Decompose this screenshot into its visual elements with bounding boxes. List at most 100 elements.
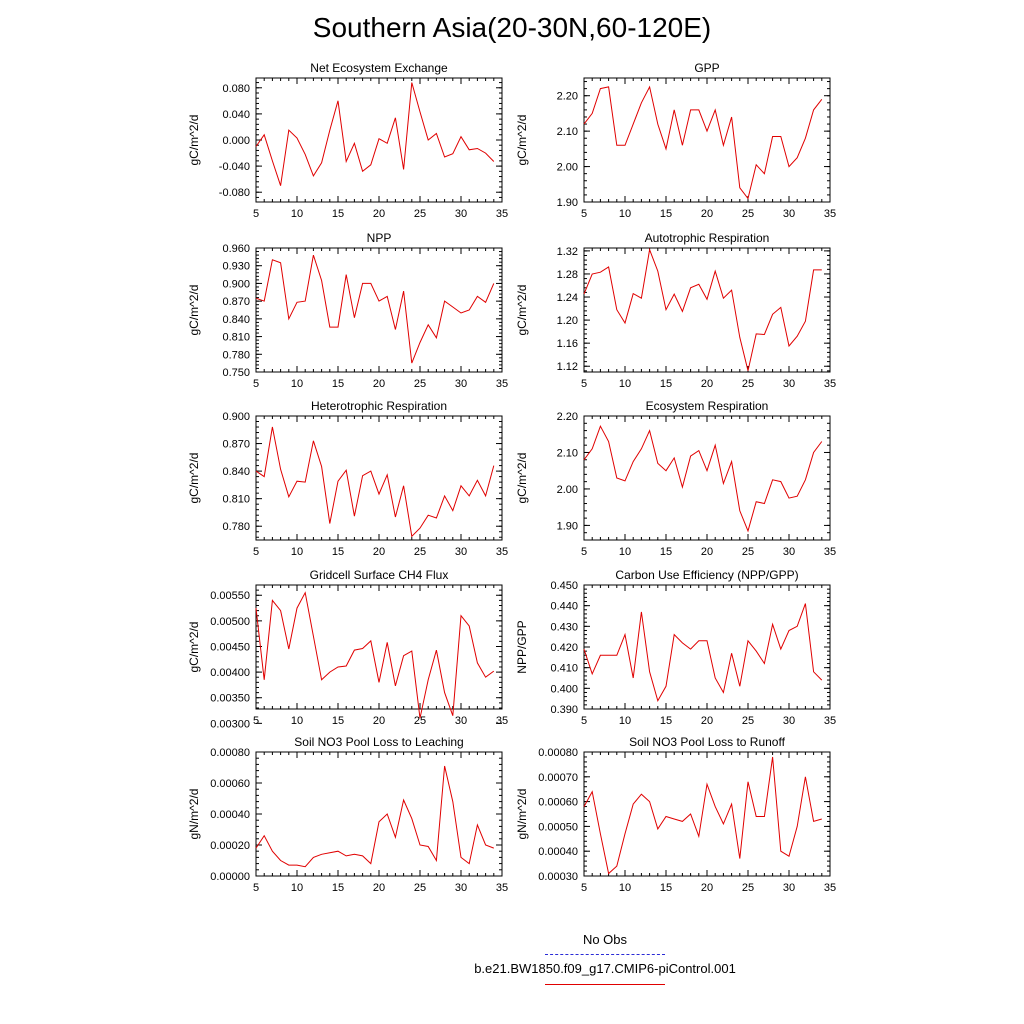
chart-panel-5: Heterotrophic Respiration 5 10 15 20 25 30 35 0.… xyxy=(187,399,508,558)
y-tick-label: 0.840 xyxy=(222,466,250,478)
y-axis-label: gC/m^2/d xyxy=(187,453,201,504)
y-tick-label: 0.420 xyxy=(550,642,578,654)
series-line xyxy=(583,424,823,533)
x-tick-label: 5 xyxy=(581,378,587,390)
x-tick-label: 10 xyxy=(291,378,303,390)
x-tick-label: 15 xyxy=(332,882,344,894)
y-tick-label: 0.00040 xyxy=(538,846,578,858)
y-tick-label: 0.00300 xyxy=(210,718,250,730)
x-tick-label: 35 xyxy=(496,882,508,894)
panel-title: Net Ecosystem Exchange xyxy=(310,61,448,75)
x-tick-label: 25 xyxy=(742,208,754,220)
x-tick-label: 30 xyxy=(455,715,467,727)
y-tick-label: 0.810 xyxy=(222,332,250,344)
series-line xyxy=(255,254,495,364)
x-tick-label: 35 xyxy=(496,546,508,558)
x-tick-label: 25 xyxy=(742,378,754,390)
legend-run-label: b.e21.BW1850.f09_g17.CMIP6-piControl.001 xyxy=(474,961,736,976)
x-tick-label: 35 xyxy=(824,882,836,894)
x-tick-label: 10 xyxy=(619,546,631,558)
x-tick-label: 30 xyxy=(783,208,795,220)
x-tick-label: 15 xyxy=(332,378,344,390)
x-tick-label: 30 xyxy=(455,208,467,220)
y-tick-label: 1.32 xyxy=(557,246,578,258)
y-tick-label: 1.16 xyxy=(557,338,578,350)
x-tick-label: 20 xyxy=(701,208,713,220)
y-axis-label: gC/m^2/d xyxy=(515,115,529,166)
plot-frame xyxy=(255,751,503,877)
y-tick-label: 0.780 xyxy=(222,521,250,533)
y-tick-label: 2.10 xyxy=(557,126,578,138)
series-line xyxy=(583,247,822,371)
series-line xyxy=(255,765,494,868)
x-tick-label: 10 xyxy=(291,882,303,894)
y-tick-label: 0.930 xyxy=(222,261,250,273)
x-tick-label: 5 xyxy=(581,715,587,727)
y-tick-label: 0.00000 xyxy=(210,871,250,883)
x-tick-label: 5 xyxy=(253,715,259,727)
main-title: Southern Asia(20-30N,60-120E) xyxy=(312,12,712,43)
y-tick-label: 0.00020 xyxy=(210,840,250,852)
x-tick-label: 35 xyxy=(824,546,836,558)
chart-panel-1: Net Ecosystem Exchange 5 10 15 20 25 30 35 -0.08… xyxy=(187,61,508,220)
y-tick-label: 0.000 xyxy=(222,135,250,147)
legend-run-line xyxy=(545,984,665,985)
y-tick-label: 1.28 xyxy=(557,269,578,281)
x-tick-label: 10 xyxy=(619,378,631,390)
x-tick-label: 25 xyxy=(742,546,754,558)
x-tick-label: 10 xyxy=(619,882,631,894)
y-tick-label: 0.960 xyxy=(222,243,250,255)
panel-title: Autotrophic Respiration xyxy=(645,231,770,245)
chart-panel-3: NPP 5 10 15 20 25 30 35 0.750 0.780 0.810 0.840 0.87… xyxy=(187,231,508,390)
panel-title: Gridcell Surface CH4 Flux xyxy=(310,568,449,582)
x-tick-label: 10 xyxy=(291,546,303,558)
x-tick-label: 30 xyxy=(455,378,467,390)
x-tick-label: 15 xyxy=(332,208,344,220)
x-tick-label: 5 xyxy=(253,378,259,390)
y-axis-label: gC/m^2/d xyxy=(515,453,529,504)
chart-panel-10: Soil NO3 Pool Loss to Runoff 5 10 15 20 25 30 3… xyxy=(515,735,836,894)
y-tick-label: 0.00060 xyxy=(210,778,250,790)
x-tick-label: 20 xyxy=(373,882,385,894)
legend-obs-label: No Obs xyxy=(582,932,628,947)
panel-title: Soil NO3 Pool Loss to Runoff xyxy=(629,735,786,749)
plot-frame xyxy=(583,415,831,541)
chart-panel-4: Autotrophic Respiration 5 10 15 20 25 30 35 1.12… xyxy=(515,231,836,390)
y-tick-label: 0.00050 xyxy=(538,821,578,833)
chart-panel-7: Gridcell Surface CH4 Flux 5 10 15 20 25 30 35 0.… xyxy=(187,568,508,730)
y-tick-label: 0.00550 xyxy=(210,590,250,602)
y-axis-label: gC/m^2/d xyxy=(187,622,201,673)
x-tick-label: 20 xyxy=(373,546,385,558)
y-tick-label: 1.90 xyxy=(557,197,578,209)
plot-frame xyxy=(583,77,831,203)
x-tick-label: 35 xyxy=(496,715,508,727)
y-axis-label: gC/m^2/d xyxy=(515,285,529,336)
x-tick-label: 30 xyxy=(783,882,795,894)
chart-panel-8: Carbon Use Efficiency (NPP/GPP) 5 10 15 20 25… xyxy=(515,568,836,727)
y-tick-label: 0.00400 xyxy=(210,667,250,679)
y-axis-label: NPP/GPP xyxy=(515,620,529,673)
series-line xyxy=(255,82,495,186)
y-tick-label: 0.390 xyxy=(550,704,578,716)
y-tick-label: 0.00030 xyxy=(538,871,578,883)
y-tick-label: 0.00080 xyxy=(538,747,578,759)
y-tick-label: 1.20 xyxy=(557,315,578,327)
panel-title: Carbon Use Efficiency (NPP/GPP) xyxy=(615,568,798,582)
y-axis-label: gC/m^2/d xyxy=(187,285,201,336)
y-tick-label: 0.750 xyxy=(222,367,250,379)
x-tick-label: 5 xyxy=(581,882,587,894)
y-axis-label: gC/m^2/d xyxy=(187,115,201,166)
y-tick-label: 0.00350 xyxy=(210,693,250,705)
x-tick-label: 30 xyxy=(783,715,795,727)
x-tick-label: 25 xyxy=(414,546,426,558)
y-tick-label: 1.90 xyxy=(557,520,578,532)
y-tick-label: 0.00060 xyxy=(538,797,578,809)
y-tick-label: 0.00500 xyxy=(210,616,250,628)
x-tick-label: 35 xyxy=(496,208,508,220)
x-tick-label: 20 xyxy=(701,715,713,727)
x-tick-label: 10 xyxy=(291,715,303,727)
x-tick-label: 30 xyxy=(783,546,795,558)
x-tick-label: 15 xyxy=(660,546,672,558)
x-tick-label: 30 xyxy=(455,882,467,894)
